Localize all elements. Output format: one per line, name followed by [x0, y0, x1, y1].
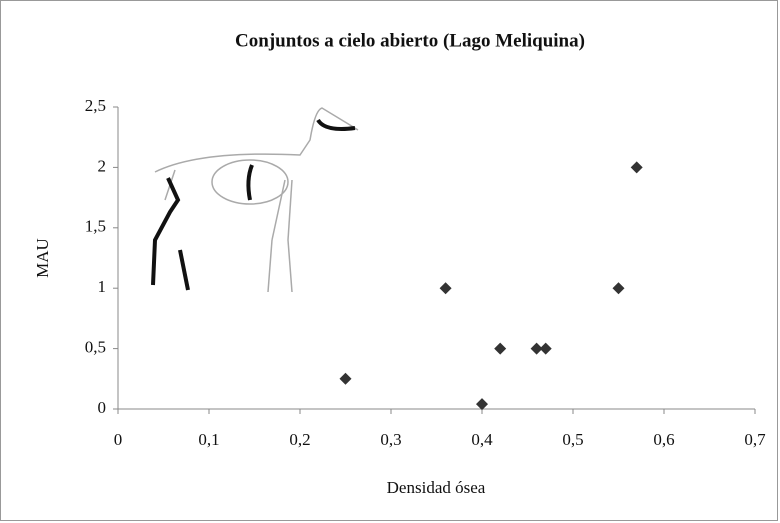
x-tick-label: 0 — [114, 430, 123, 449]
y-tick-label: 0,5 — [85, 338, 106, 357]
x-tick-label: 0,6 — [653, 430, 674, 449]
chart-title: Conjuntos a cielo abierto (Lago Meliquin… — [235, 30, 585, 51]
y-tick-label: 0 — [98, 398, 107, 417]
x-tick-label: 0,4 — [471, 430, 493, 449]
y-tick-label: 2,5 — [85, 96, 106, 115]
y-axis-label: MAU — [33, 238, 52, 278]
chart: Conjuntos a cielo abierto (Lago Meliquin… — [0, 0, 780, 523]
x-tick-label: 0,7 — [744, 430, 766, 449]
x-tick-label: 0,5 — [562, 430, 583, 449]
x-axis-label: Densidad ósea — [387, 478, 486, 497]
x-tick-label: 0,1 — [198, 430, 219, 449]
y-tick-label: 1 — [98, 277, 107, 296]
x-tick-label: 0,2 — [289, 430, 310, 449]
y-tick-label: 1,5 — [85, 217, 106, 236]
x-tick-label: 0,3 — [380, 430, 401, 449]
y-tick-label: 2 — [98, 156, 107, 175]
